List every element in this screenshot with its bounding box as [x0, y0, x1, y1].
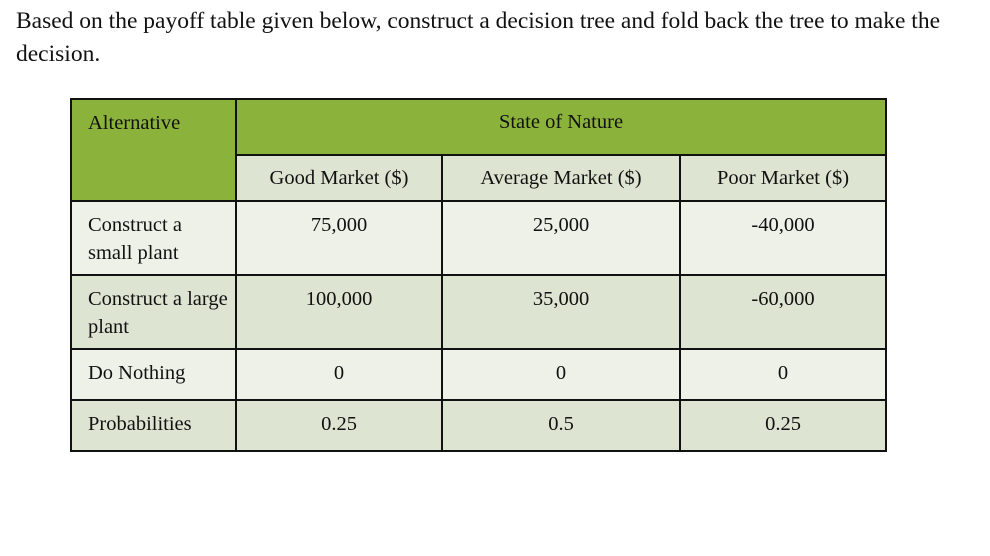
poor-market-header: Poor Market ($) — [679, 153, 887, 203]
average-market-header: Average Market ($) — [441, 153, 681, 203]
table-row-large-plant: Construct a large plant 100,000 35,000 -… — [70, 274, 887, 350]
state-of-nature-header: State of Nature — [235, 98, 887, 156]
row-label: Construct a large plant — [70, 274, 237, 350]
alternative-header: Alternative — [70, 98, 237, 202]
row-label: Probabilities — [70, 399, 237, 452]
cell-good: 100,000 — [235, 274, 443, 350]
table-row-do-nothing: Do Nothing 0 0 0 — [70, 348, 887, 401]
good-market-header: Good Market ($) — [235, 153, 443, 203]
cell-average: 0 — [441, 348, 681, 401]
payoff-table: Alternative State of Nature Good Market … — [70, 98, 887, 452]
table-row-small-plant: Construct a small plant 75,000 25,000 -4… — [70, 200, 887, 276]
question-text: Based on the payoff table given below, c… — [16, 8, 941, 67]
cell-poor: -40,000 — [679, 200, 887, 276]
row-label: Construct a small plant — [70, 200, 237, 276]
cell-poor: 0.25 — [679, 399, 887, 452]
cell-poor: -60,000 — [679, 274, 887, 350]
header-row-1: Alternative State of Nature — [70, 98, 887, 202]
cell-good: 75,000 — [235, 200, 443, 276]
cell-good: 0.25 — [235, 399, 443, 452]
header-row-2: Good Market ($) Average Market ($) Poor … — [71, 153, 887, 203]
cell-poor: 0 — [679, 348, 887, 401]
row-label: Do Nothing — [70, 348, 237, 401]
cell-average: 25,000 — [441, 200, 681, 276]
cell-good: 0 — [235, 348, 443, 401]
table-row-probabilities: Probabilities 0.25 0.5 0.25 — [70, 399, 887, 452]
cell-average: 35,000 — [441, 274, 681, 350]
cell-average: 0.5 — [441, 399, 681, 452]
